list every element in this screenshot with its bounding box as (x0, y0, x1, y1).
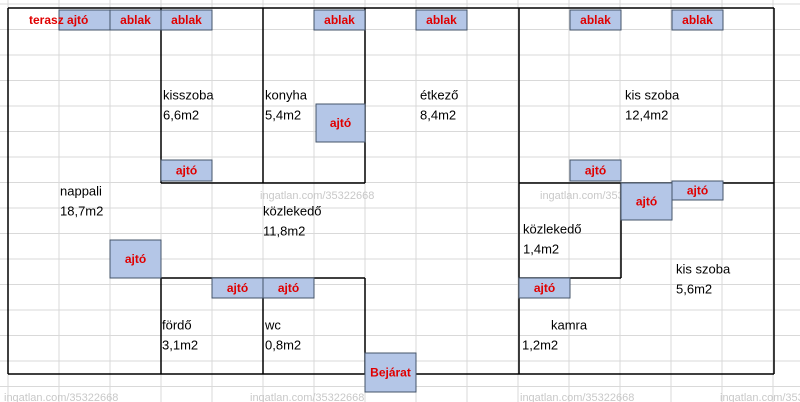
walls (7, 7, 775, 375)
opening-label: ajtó (330, 116, 351, 130)
rooms: kisszoba 6,6m2 konyha 5,4m2 étkező 8,4m2 kis s… (60, 87, 731, 352)
room-area: 8,4m2 (420, 107, 456, 122)
opening-box (109, 239, 162, 279)
opening-label: ajtó (125, 252, 146, 266)
opening-label: Bejárat (370, 366, 411, 380)
opening-box (262, 277, 315, 299)
opening-box (364, 352, 417, 393)
opening-box (315, 103, 366, 143)
opening-label: ajtó (585, 164, 606, 178)
room-area: 5,4m2 (265, 107, 301, 122)
room-name: kis szoba (625, 87, 680, 102)
opening-box (569, 159, 622, 182)
room-area: 18,7m2 (60, 203, 103, 218)
opening-label: ablak (580, 13, 611, 27)
room-name: fördő (162, 317, 192, 332)
opening-box (671, 9, 724, 31)
room-name: étkező (420, 87, 458, 102)
watermark: ingatlan.com/35322668 (720, 392, 800, 402)
room-name: konyha (265, 87, 308, 102)
watermark: ingatlan.com/35322668 (250, 392, 364, 402)
watermark: ingatlan.com/35322668 (260, 190, 374, 202)
room-area: 0,8m2 (265, 337, 301, 352)
watermark: ingatlan.com/35322668 (520, 392, 634, 402)
room-name: kis szoba (676, 261, 731, 276)
room-area: 1,4m2 (523, 241, 559, 256)
room-name: wc (264, 317, 281, 332)
room-name: kamra (551, 317, 588, 332)
room-name: kisszoba (163, 87, 214, 102)
opening-label: terasz ajtó (29, 13, 88, 27)
room-area: 12,4m2 (625, 107, 668, 122)
opening-label: ajtó (278, 281, 299, 295)
opening-label: ablak (682, 13, 713, 27)
room-area: 11,8m2 (263, 223, 305, 238)
opening-label: ajtó (636, 195, 657, 209)
opening-label: ablak (120, 13, 151, 27)
opening-box (160, 9, 213, 31)
opening-box (415, 9, 468, 31)
room-area: 6,6m2 (163, 107, 199, 122)
opening-label: ajtó (176, 164, 197, 178)
opening-label: ablak (171, 13, 202, 27)
room-area: 3,1m2 (162, 337, 198, 352)
opening-label: ajtó (534, 281, 555, 295)
room-area: 5,6m2 (676, 281, 712, 296)
room-name: nappali (60, 183, 102, 198)
openings: terasz ajtó ablak ablak ablak ablak ablak abla… (29, 9, 724, 393)
opening-box (518, 277, 571, 299)
room-name: közlekedő (523, 221, 582, 236)
room-name: közlekedő (263, 203, 322, 218)
watermark: ingatlan.com/35322668 (4, 392, 118, 402)
opening-box (620, 182, 673, 221)
opening-box (160, 159, 213, 182)
opening-box (569, 9, 622, 31)
opening-label: ablak (324, 13, 355, 27)
room-area: 1,2m2 (522, 337, 558, 352)
opening-box (313, 9, 366, 31)
opening-label: ajtó (227, 281, 248, 295)
opening-label: ablak (426, 13, 457, 27)
opening-label: ajtó (687, 184, 708, 198)
